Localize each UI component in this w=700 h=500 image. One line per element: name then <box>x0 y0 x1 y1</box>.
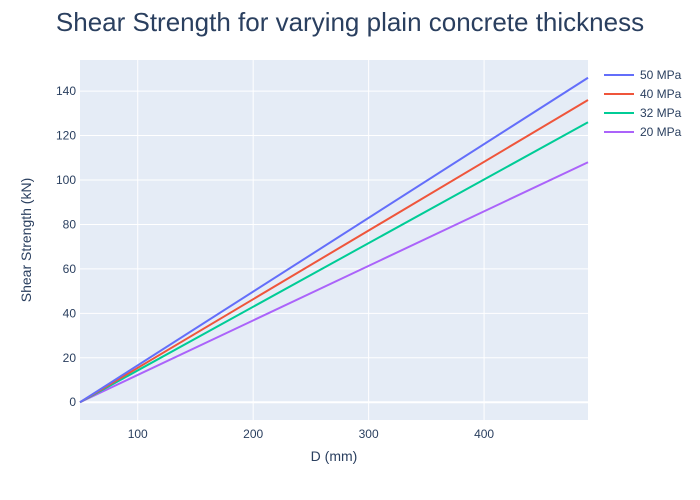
series-line <box>79 99 589 404</box>
legend-label: 20 MPa <box>640 125 682 139</box>
x-tick-label: 300 <box>359 427 379 441</box>
y-tick-label: 40 <box>63 306 77 320</box>
legend-label: 32 MPa <box>640 106 682 120</box>
series-line <box>79 121 589 404</box>
series-line <box>79 161 589 404</box>
legend[interactable]: 50 MPa 40 MPa 32 MPa 20 MPa <box>604 68 682 139</box>
tick-labels: 100 200 300 400 0 20 40 60 80 100 120 140 <box>56 84 494 441</box>
legend-item[interactable]: 20 MPa <box>604 125 682 139</box>
legend-item[interactable]: 50 MPa <box>604 68 682 82</box>
y-axis-title: Shear Strength (kN) <box>18 178 34 303</box>
x-tick-label: 100 <box>128 427 148 441</box>
x-tick-label: 400 <box>474 427 494 441</box>
y-tick-label: 20 <box>63 351 77 365</box>
legend-label: 40 MPa <box>640 87 682 101</box>
series-lines <box>79 76 589 404</box>
y-tick-label: 0 <box>69 395 76 409</box>
y-tick-label: 140 <box>56 84 76 98</box>
y-tick-label: 60 <box>63 262 77 276</box>
series-line <box>79 76 589 404</box>
y-tick-label: 120 <box>56 129 76 143</box>
y-tick-label: 80 <box>63 217 77 231</box>
legend-item[interactable]: 40 MPa <box>604 87 682 101</box>
legend-item[interactable]: 32 MPa <box>604 106 682 120</box>
legend-label: 50 MPa <box>640 68 682 82</box>
x-axis-title: D (mm) <box>311 448 358 464</box>
grid <box>80 60 588 420</box>
x-tick-label: 200 <box>243 427 263 441</box>
chart-title: Shear Strength for varying plain concret… <box>56 7 644 37</box>
y-tick-label: 100 <box>56 173 76 187</box>
